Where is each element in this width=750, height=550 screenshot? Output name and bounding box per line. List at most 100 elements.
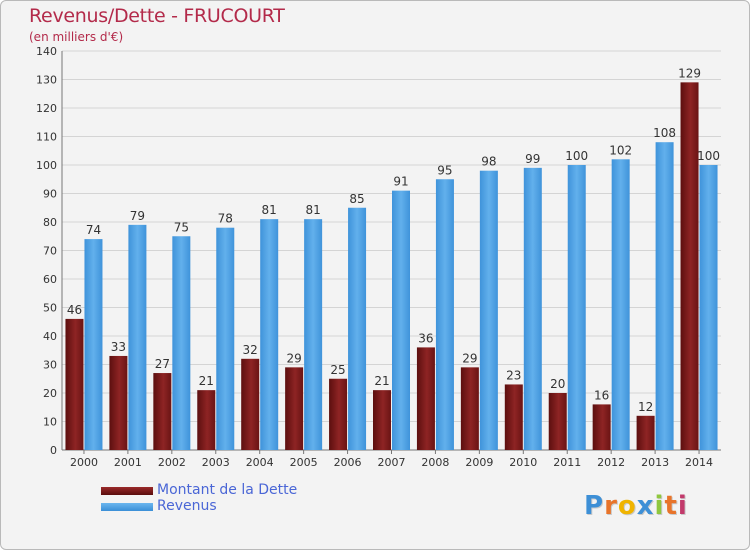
y-tick-label: 90 bbox=[43, 188, 57, 201]
data-label-revenus: 91 bbox=[393, 175, 408, 189]
bar-revenus bbox=[216, 227, 235, 450]
data-label-revenus: 99 bbox=[525, 152, 540, 166]
bar-dette bbox=[153, 373, 172, 450]
legend-swatch-revenus bbox=[101, 503, 153, 511]
bar-dette bbox=[329, 378, 348, 450]
x-tick-label: 2002 bbox=[158, 456, 186, 469]
data-label-revenus: 79 bbox=[130, 209, 145, 223]
bar-dette bbox=[504, 384, 523, 450]
x-axis: 2000 2001 2002 2003 2004 2005 2006 2007 2008 2009… bbox=[70, 450, 713, 469]
data-label-dette: 33 bbox=[111, 340, 126, 354]
y-tick-label: 110 bbox=[36, 131, 57, 144]
bar-dette bbox=[460, 367, 479, 450]
data-label-dette: 21 bbox=[199, 374, 214, 388]
bar-dette bbox=[65, 318, 84, 450]
y-tick-label: 80 bbox=[43, 216, 57, 229]
data-label-revenus: 95 bbox=[437, 163, 452, 177]
bar-revenus bbox=[392, 190, 410, 450]
x-tick-label: 2007 bbox=[378, 456, 406, 469]
bar-revenus bbox=[611, 159, 630, 451]
x-tick-label: 2004 bbox=[246, 456, 274, 469]
bar-dette bbox=[416, 347, 435, 450]
bar-revenus bbox=[479, 170, 498, 450]
y-tick-label: 0 bbox=[50, 444, 57, 457]
data-label-dette: 25 bbox=[330, 363, 345, 377]
x-tick-label: 2011 bbox=[553, 456, 581, 469]
x-tick-label: 2009 bbox=[465, 456, 493, 469]
y-tick-label: 60 bbox=[43, 273, 57, 286]
x-tick-label: 2013 bbox=[641, 456, 669, 469]
bar-dette bbox=[109, 355, 128, 450]
data-label-dette: 29 bbox=[286, 351, 301, 365]
y-tick-label: 130 bbox=[36, 74, 57, 87]
y-tick-label: 70 bbox=[43, 245, 57, 258]
data-label-dette: 20 bbox=[550, 377, 565, 391]
logo-letter: t bbox=[664, 491, 678, 521]
data-label-dette: 27 bbox=[155, 357, 170, 371]
data-label-revenus: 98 bbox=[481, 155, 496, 169]
bar-revenus bbox=[172, 236, 191, 450]
bars bbox=[65, 82, 718, 451]
y-tick-label: 20 bbox=[43, 387, 57, 400]
data-label-dette: 32 bbox=[243, 343, 258, 357]
data-label-dette: 21 bbox=[374, 374, 389, 388]
data-label-revenus: 81 bbox=[262, 203, 277, 217]
data-label-dette: 29 bbox=[462, 351, 477, 365]
bar-dette bbox=[241, 358, 260, 450]
bar-revenus bbox=[435, 179, 454, 450]
y-tick-label: 30 bbox=[43, 359, 57, 372]
bar-dette bbox=[636, 415, 655, 450]
data-label-dette: 23 bbox=[506, 368, 521, 382]
data-label-revenus: 100 bbox=[697, 149, 720, 163]
data-label-revenus: 81 bbox=[305, 203, 320, 217]
y-tick-label: 100 bbox=[36, 159, 57, 172]
x-tick-label: 2005 bbox=[290, 456, 318, 469]
bar-revenus bbox=[523, 167, 542, 450]
data-label-revenus: 85 bbox=[349, 192, 364, 206]
logo-letter: r bbox=[604, 491, 618, 521]
logo-letter: i bbox=[654, 491, 665, 521]
bar-revenus bbox=[699, 165, 718, 450]
data-label-dette: 36 bbox=[418, 331, 433, 345]
data-label-dette: 129 bbox=[678, 66, 701, 80]
logo-letter: P bbox=[584, 491, 605, 521]
data-labels: 46 74 33 79 27 75 21 78 32 81 29 81 25 85 21 91 36 95 29 98… bbox=[67, 66, 720, 413]
legend-swatch-dette bbox=[101, 487, 153, 495]
y-tick-label: 140 bbox=[36, 45, 57, 58]
bar-dette bbox=[285, 367, 304, 450]
x-tick-label: 2001 bbox=[114, 456, 142, 469]
x-tick-label: 2008 bbox=[421, 456, 449, 469]
data-label-revenus: 108 bbox=[653, 126, 676, 140]
bar-dette bbox=[197, 390, 216, 450]
data-label-revenus: 100 bbox=[565, 149, 588, 163]
legend-label-dette: Montant de la Dette bbox=[157, 482, 298, 498]
logo-letter: o bbox=[617, 491, 637, 521]
y-axis: 0 10 20 30 40 50 60 70 80 90 100 110 120 130 140 bbox=[36, 45, 721, 457]
x-tick-label: 2000 bbox=[70, 456, 98, 469]
bar-revenus bbox=[84, 239, 103, 450]
bar-revenus bbox=[128, 224, 147, 450]
data-label-dette: 12 bbox=[638, 400, 653, 414]
bar-revenus bbox=[567, 165, 586, 450]
x-tick-label: 2006 bbox=[334, 456, 362, 469]
data-label-dette: 46 bbox=[67, 303, 82, 317]
bar-dette bbox=[373, 390, 391, 450]
bar-revenus bbox=[260, 219, 279, 450]
logo-letter: x bbox=[636, 491, 655, 521]
data-label-revenus: 74 bbox=[86, 223, 101, 237]
y-tick-label: 40 bbox=[43, 330, 57, 343]
data-label-revenus: 102 bbox=[609, 143, 632, 157]
x-tick-label: 2012 bbox=[597, 456, 625, 469]
gridlines bbox=[62, 50, 721, 451]
bar-revenus bbox=[304, 219, 323, 450]
data-label-dette: 16 bbox=[594, 388, 609, 402]
legend-label-revenus: Revenus bbox=[157, 498, 217, 514]
x-tick-label: 2003 bbox=[202, 456, 230, 469]
data-label-revenus: 75 bbox=[174, 220, 189, 234]
logo-letter: i bbox=[677, 491, 688, 521]
chart-subtitle: (en milliers d'€) bbox=[29, 30, 124, 44]
y-tick-label: 50 bbox=[43, 302, 57, 315]
bar-revenus bbox=[348, 207, 367, 450]
